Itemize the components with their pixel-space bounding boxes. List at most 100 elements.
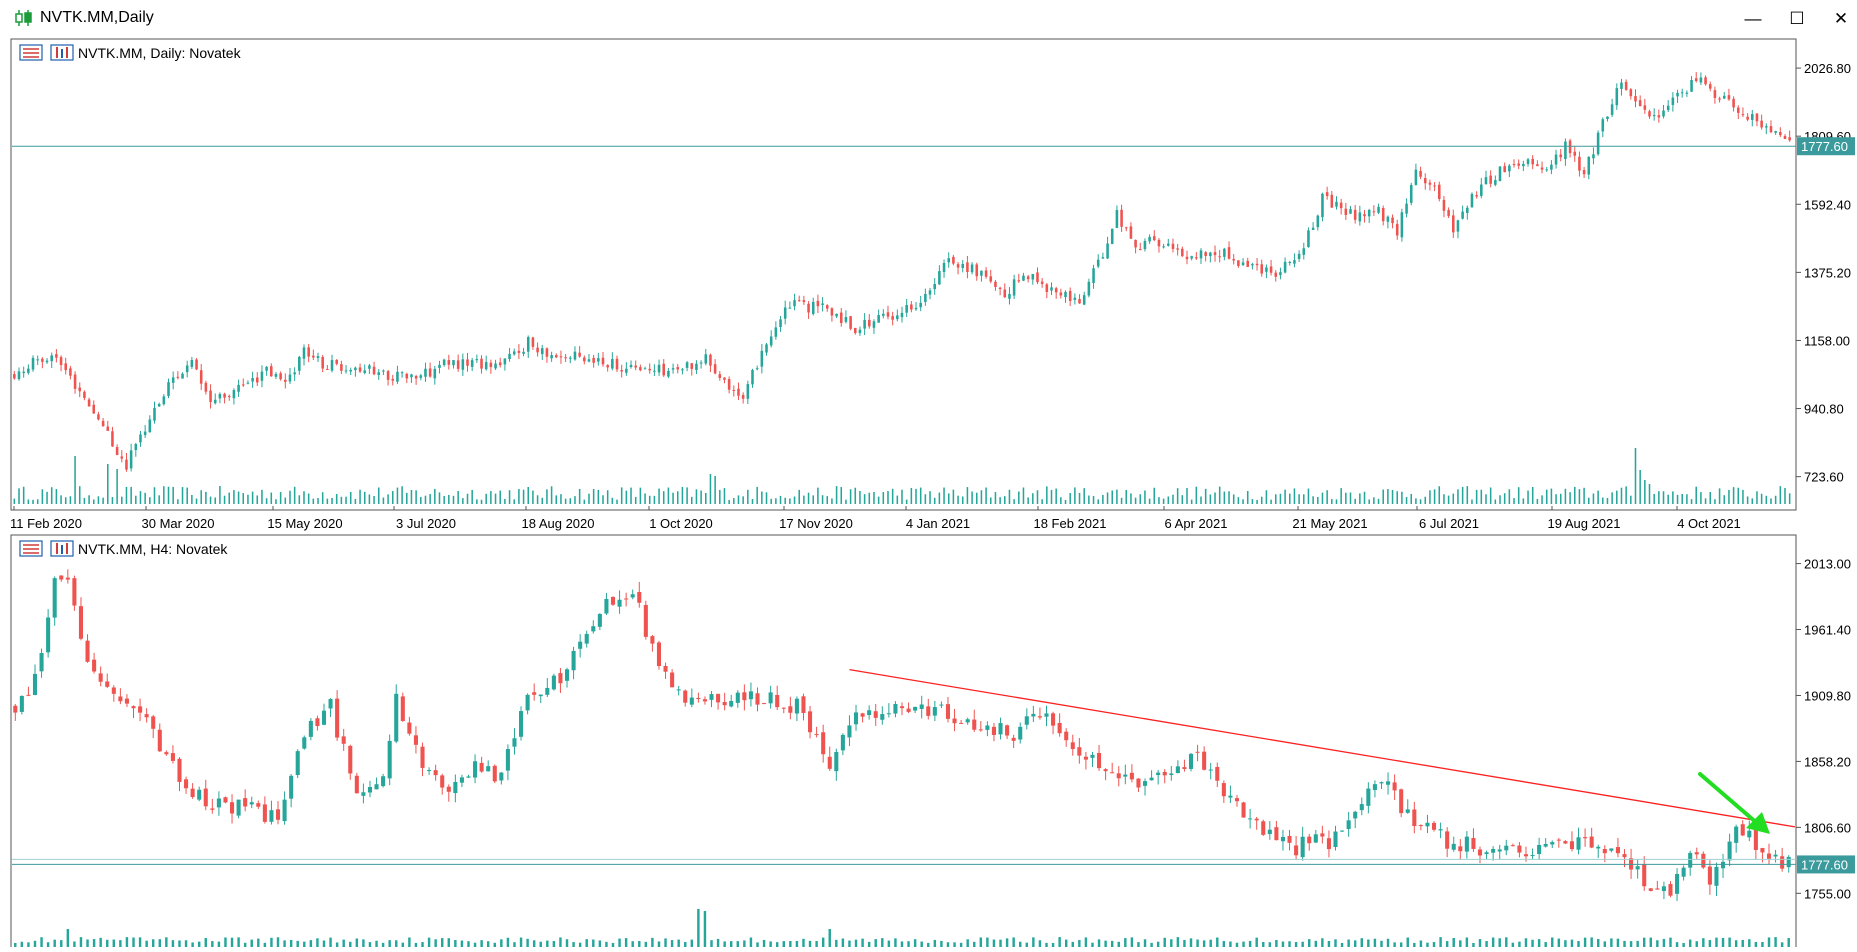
bull-candle	[1480, 184, 1483, 196]
indicator-icon[interactable]	[50, 44, 74, 61]
bull-candle	[835, 313, 838, 317]
bull-candle	[354, 367, 357, 371]
bear-candle	[492, 765, 497, 782]
bear-candle	[656, 642, 662, 667]
bear-candle	[781, 707, 786, 709]
bull-candle	[1267, 829, 1272, 835]
bull-candle	[1359, 804, 1364, 811]
bull-candle	[519, 711, 524, 737]
bear-candle	[1517, 163, 1520, 166]
list-icon[interactable]	[19, 540, 43, 557]
bear-candle	[101, 420, 105, 427]
x-tick-label: 4 Jan 2021	[906, 516, 970, 531]
bear-candle	[1643, 105, 1647, 110]
bear-candle	[85, 640, 90, 662]
bull-candle	[269, 810, 274, 822]
minimize-icon[interactable]: —	[1744, 9, 1762, 28]
bear-candle	[413, 735, 418, 745]
bull-candle	[1680, 92, 1684, 94]
bull-candle	[1400, 212, 1404, 238]
bear-candle	[284, 379, 287, 382]
close-icon[interactable]: ✕	[1833, 9, 1849, 28]
bull-candle	[36, 359, 39, 361]
bear-candle	[227, 396, 231, 398]
bear-candle	[65, 577, 70, 580]
bear-candle	[111, 687, 116, 694]
list-icon[interactable]	[19, 44, 43, 61]
bear-candle	[1134, 239, 1137, 248]
bear-candle	[620, 370, 623, 372]
bull-candle	[1676, 92, 1679, 97]
bear-candle	[1195, 257, 1198, 259]
bull-candle	[965, 719, 970, 723]
bull-candle	[1470, 193, 1474, 208]
bear-candle	[601, 357, 605, 365]
bear-candle	[1246, 260, 1250, 267]
bear-candle	[1138, 249, 1142, 251]
h4-y-axis: 2013.00 1961.40 1909.80 1858.20 1806.60 1755.…	[1796, 557, 1851, 901]
bull-candle	[1208, 769, 1213, 771]
bear-candle	[1569, 841, 1574, 850]
bull-candle	[349, 370, 352, 372]
bull-candle	[821, 303, 824, 305]
bear-candle	[532, 692, 537, 695]
bull-candle	[218, 393, 222, 399]
bull-candle	[1321, 193, 1324, 218]
y-tick-label: 940.80	[1804, 402, 1844, 417]
maximize-icon[interactable]: ☐	[1789, 9, 1805, 28]
bear-candle	[1428, 182, 1432, 185]
bear-candle	[802, 300, 806, 303]
bull-candle	[1265, 267, 1268, 272]
bear-candle	[1261, 821, 1266, 835]
x-tick-label: 3 Jul 2020	[396, 516, 456, 531]
charts-svg: NVTK.MM, Daily: Novatek 2026.801809.6015…	[10, 38, 1855, 950]
bull-candle	[947, 258, 951, 263]
bear-candle	[1769, 126, 1773, 133]
bull-candle	[858, 329, 862, 334]
bull-candle	[924, 293, 927, 302]
bear-candle	[1755, 113, 1759, 122]
daily-volume-bars	[13, 448, 1791, 504]
bear-candle	[170, 753, 175, 761]
bear-candle	[372, 366, 376, 375]
bear-candle	[354, 775, 359, 794]
x-tick-label: 18 Aug 2020	[521, 516, 594, 531]
indicator-icon[interactable]	[50, 540, 74, 557]
bear-candle	[1622, 854, 1627, 858]
bear-candle	[255, 377, 259, 383]
bull-candle	[1550, 164, 1553, 170]
bull-candle	[265, 366, 268, 371]
bear-candle	[1241, 802, 1246, 818]
bull-candle	[1241, 262, 1245, 266]
bear-candle	[1559, 154, 1563, 158]
bull-candle	[1456, 220, 1460, 232]
bear-candle	[1736, 107, 1740, 113]
bull-candle	[459, 777, 464, 783]
bear-candle	[312, 355, 315, 358]
bull-candle	[260, 371, 264, 381]
bear-candle	[1615, 847, 1620, 854]
bear-candle	[59, 357, 63, 365]
bull-candle	[1156, 772, 1161, 776]
bear-candle	[592, 357, 595, 363]
bull-candle	[216, 798, 221, 808]
y-tick-label: 2026.80	[1804, 61, 1851, 76]
bear-candle	[1103, 769, 1108, 772]
bear-candle	[1202, 751, 1207, 770]
green-arrow-icon[interactable]	[1698, 772, 1770, 834]
bull-candle	[746, 384, 750, 399]
bull-candle	[1620, 82, 1623, 89]
bear-candle	[886, 312, 890, 317]
bull-candle	[794, 698, 799, 714]
h4-trendline[interactable]	[849, 669, 1796, 828]
bear-candle	[1563, 841, 1568, 844]
bear-candle	[1171, 243, 1175, 249]
bear-candle	[727, 379, 731, 390]
bear-candle	[1129, 226, 1133, 239]
bear-candle	[92, 404, 96, 414]
bull-candle	[328, 699, 333, 709]
bull-candle	[919, 302, 922, 308]
window-title: NVTK.MM,Daily	[40, 9, 154, 26]
bull-candle	[1008, 293, 1011, 299]
bull-candle	[344, 370, 348, 372]
